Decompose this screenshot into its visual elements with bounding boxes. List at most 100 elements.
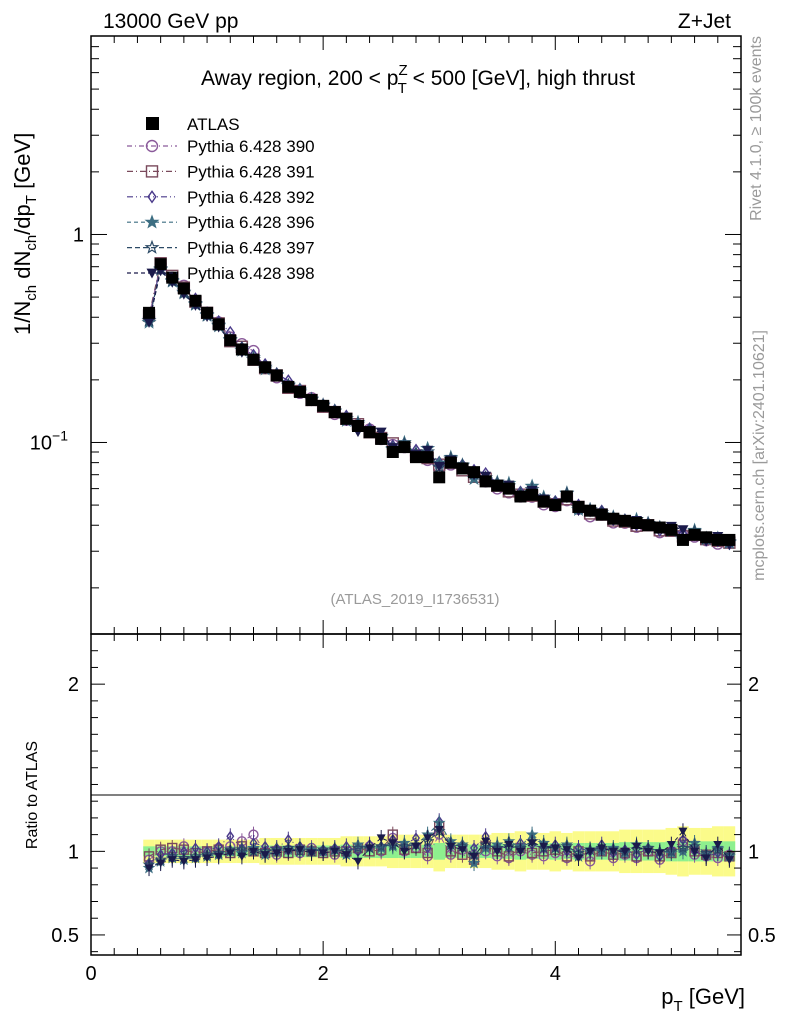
x-label-main: p (661, 984, 673, 1009)
ratio-5-point-18 (353, 857, 363, 866)
ratio-5-point-39 (597, 844, 607, 853)
series-5-point-20 (375, 427, 387, 438)
atlas-point-4 (189, 294, 202, 307)
atlas-point-8 (235, 343, 248, 356)
y-tick-label-0: 1 (73, 224, 84, 246)
atlas-point-23 (410, 451, 422, 464)
atlas-point-40 (607, 512, 620, 525)
x-tick-label-0: 0 (85, 963, 96, 985)
atlas-point-12 (282, 380, 295, 393)
atlas-point-28 (468, 466, 481, 479)
atlas-point-9 (247, 353, 260, 366)
ratio-5-point-47 (690, 847, 700, 856)
series-line-4 (148, 267, 730, 543)
legend-marker-0 (145, 139, 159, 153)
legend-label-4: Pythia 6.428 397 (187, 239, 315, 258)
ratio-5-point-21 (388, 839, 398, 848)
atlas-point-34 (537, 495, 550, 508)
atlas-point-35 (549, 499, 562, 512)
legend-label-3: Pythia 6.428 396 (187, 213, 315, 232)
ratio-5-point-26 (446, 842, 456, 851)
ratio-5-point-48 (701, 854, 711, 863)
ratio-5-point-45 (666, 841, 676, 850)
y-axis-label: 1/Nch dNch/dpT [GeV] (10, 133, 40, 335)
atlas-point-44 (653, 521, 666, 534)
x-tick-label-4: 4 (550, 963, 561, 985)
series-line-0 (148, 262, 730, 545)
series-line-3 (148, 268, 730, 544)
atlas-point-11 (270, 369, 283, 382)
ratio-5-point-12 (283, 847, 293, 856)
ratio-5-point-11 (272, 849, 282, 858)
ratio-5-point-36 (562, 846, 572, 855)
legend-marker-3 (144, 214, 160, 229)
title-part-2: < 500 [GeV], high thrust (407, 67, 635, 90)
ratio-5-point-35 (550, 844, 560, 853)
header-process: Z+Jet (678, 10, 731, 33)
legend-marker-5 (146, 268, 158, 279)
series-line-1 (148, 262, 730, 544)
atlas-point-48 (700, 531, 713, 544)
ratio-5-point-28 (469, 852, 479, 861)
legend-marker-atlas (146, 117, 159, 130)
atlas-point-15 (317, 399, 330, 412)
legend-label-5: Pythia 6.428 398 (187, 264, 315, 283)
ratio-5-point-34 (539, 842, 549, 851)
legend-marker-4 (144, 239, 160, 254)
main-plot-series (141, 257, 737, 551)
ratio-5-point-24 (423, 834, 433, 843)
ratio-5-point-30 (492, 847, 502, 856)
header-energy: 13000 GeV pp (103, 10, 238, 33)
ratio-tick-left-0.5: 0.5 (51, 925, 79, 947)
atlas-point-10 (259, 361, 272, 374)
ratio-5-point-49 (713, 841, 723, 850)
title-part-1: Away region, 200 < p (201, 67, 399, 90)
ratio-5-point-29 (481, 837, 491, 846)
legend-marker-1 (145, 165, 159, 178)
ratio-5-point-1 (156, 859, 166, 868)
atlas-point-39 (595, 508, 608, 521)
x-label-sub: T (673, 998, 682, 1015)
ratio-5-point-3 (179, 857, 189, 866)
atlas-point-45 (665, 523, 678, 536)
x-axis-label: pT [GeV] (661, 984, 745, 1015)
atlas-point-1 (154, 258, 167, 271)
ratio-tick-right-0.5: 0.5 (748, 925, 776, 947)
ratio-5-point-32 (515, 847, 525, 856)
atlas-point-21 (386, 445, 399, 458)
title-sup: Z (398, 62, 407, 79)
ratio-5-point-22 (399, 847, 409, 856)
atlas-point-7 (224, 334, 237, 347)
ratio-5-point-44 (655, 849, 665, 858)
ratio-5-point-9 (249, 847, 258, 856)
ratio-5-point-14 (307, 849, 317, 858)
atlas-point-16 (328, 406, 341, 419)
atlas-point-33 (526, 488, 539, 501)
legend: ATLAS Pythia 6.428 390 Pythia 6.428 391 Py… (127, 115, 315, 283)
ratio-5-point-15 (318, 849, 328, 858)
atlas-point-5 (201, 306, 214, 319)
ratio-5-point-42 (632, 842, 642, 851)
atlas-point-25 (433, 471, 446, 484)
ratio-5-point-19 (365, 844, 375, 853)
series-5-point-0 (143, 317, 155, 328)
series-5-point-24 (422, 445, 434, 456)
ratio-5-point-46 (678, 827, 688, 836)
ratio-5-point-43 (643, 847, 653, 856)
ratio-5-point-38 (585, 847, 595, 856)
atlas-point-17 (340, 412, 353, 425)
atlas-point-32 (514, 490, 527, 503)
ratio-5-point-20 (376, 834, 386, 843)
atlas-point-3 (177, 282, 190, 295)
ratio-4-point-45 (664, 844, 678, 857)
atlas-point-30 (491, 479, 504, 492)
ratio-5-point-25 (434, 826, 444, 835)
ratio-2-point-24 (423, 842, 432, 854)
series-5-point-25 (433, 461, 445, 472)
atlas-point-47 (688, 528, 701, 541)
mcplots-label: mcplots.cern.ch [arXiv:2401.10621] (751, 330, 768, 581)
ratio-5-point-31 (504, 841, 514, 850)
atlas-point-41 (618, 514, 631, 527)
atlas-point-6 (212, 318, 225, 331)
